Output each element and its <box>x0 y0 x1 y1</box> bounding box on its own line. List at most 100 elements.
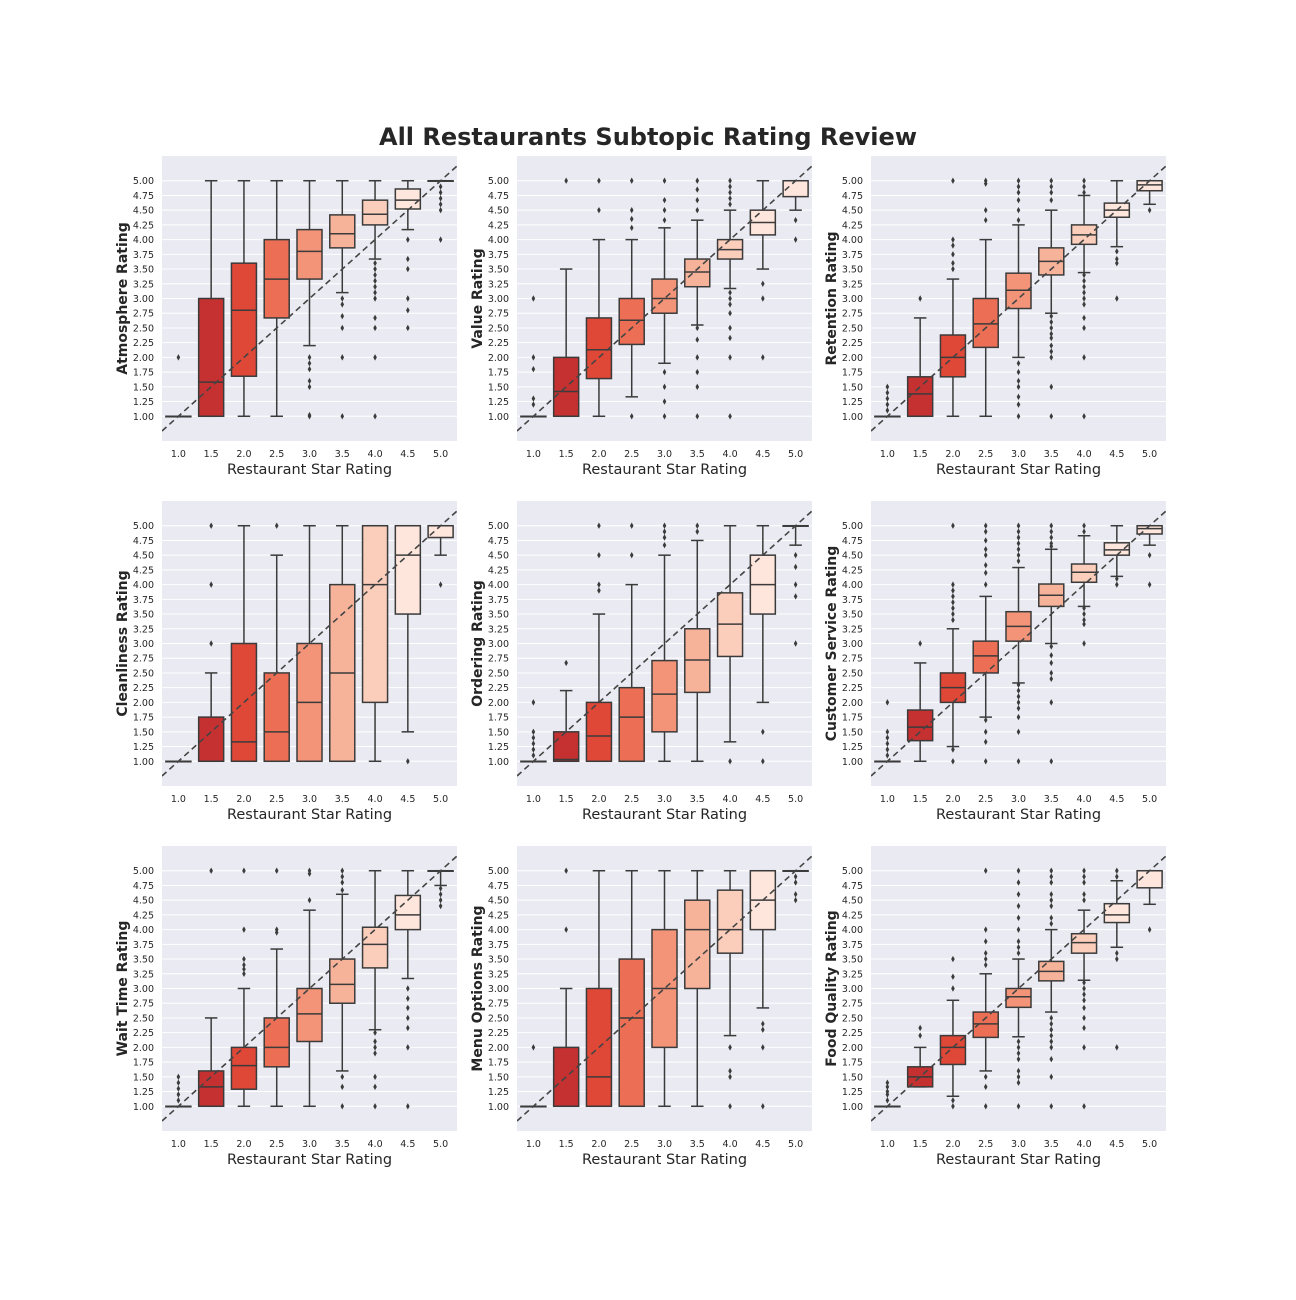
x-tick-label: 3.5 <box>690 794 705 805</box>
box-3.0 <box>296 867 323 1108</box>
y-tick-label: 1.50 <box>133 382 154 393</box>
box-4.0 <box>716 524 744 765</box>
outlier-point <box>1082 177 1086 184</box>
outlier-point <box>406 255 410 263</box>
y-tick-label: 1.50 <box>842 382 863 393</box>
iqr-box <box>361 199 389 226</box>
iqr-box <box>230 1046 258 1090</box>
y-tick-label: 4.00 <box>488 235 509 246</box>
x-tick-label: 3.5 <box>690 449 705 460</box>
outlier-point <box>242 955 246 963</box>
y-tick-label: 4.75 <box>133 881 154 892</box>
box-2.5 <box>263 522 290 763</box>
outlier-point <box>1082 528 1086 535</box>
iqr-box <box>329 958 356 1004</box>
outlier-point <box>1016 681 1021 688</box>
outlier-point <box>695 413 700 420</box>
outlier-point <box>1016 879 1021 886</box>
x-tick-label: 3.0 <box>302 1139 317 1150</box>
iqr-box <box>1070 563 1098 584</box>
outlier-point <box>1082 283 1086 290</box>
outlier-point <box>176 354 181 361</box>
y-tick-label: 3.25 <box>133 969 154 980</box>
outlier-point <box>406 995 410 1002</box>
outlier-point <box>1016 938 1021 945</box>
y-tick-label: 4.25 <box>133 910 154 921</box>
outlier-point <box>373 1103 377 1110</box>
outlier-point <box>1016 891 1021 898</box>
outlier-point <box>1049 1055 1054 1063</box>
outlier-point <box>438 902 443 910</box>
outlier-point <box>951 746 955 753</box>
y-tick-label: 2.75 <box>133 999 154 1010</box>
outlier-point <box>564 177 568 184</box>
outlier-point <box>793 216 798 224</box>
outlier-point <box>438 896 443 904</box>
y-axis-label: Value Rating <box>470 248 486 348</box>
subplot-1: 1.00 1.25 1.50 1.75 2.00 2.25 2.50 2.75 3.00 3.25… <box>115 156 457 478</box>
x-axis-label: Restaurant Star Rating <box>227 1152 392 1168</box>
iqr-box <box>361 524 389 704</box>
y-tick-label: 3.50 <box>133 610 154 621</box>
outlier-point <box>1082 413 1086 420</box>
outlier-point <box>1082 979 1086 986</box>
x-tick-label: 4.5 <box>755 794 770 805</box>
outlier-point <box>438 206 443 214</box>
outlier-point <box>1115 1044 1119 1051</box>
outlier-point <box>531 740 536 747</box>
outlier-point <box>176 1085 181 1092</box>
outlier-point <box>983 926 988 933</box>
outlier-point <box>1049 896 1054 904</box>
outlier-point <box>1082 522 1086 529</box>
box-2.5 <box>618 522 645 763</box>
outlier-point <box>1082 1004 1086 1012</box>
y-tick-label: 3.00 <box>842 294 863 305</box>
box-3.5 <box>1038 177 1065 420</box>
outlier-point <box>438 885 443 892</box>
y-tick-label: 1.75 <box>133 713 154 724</box>
box-3.5 <box>329 867 356 1110</box>
x-tick-label: 4.0 <box>368 1139 383 1150</box>
reference-line <box>517 510 812 777</box>
box-4.0 <box>361 524 389 763</box>
outlier-point <box>1049 383 1054 391</box>
y-tick-label: 5.00 <box>488 176 509 187</box>
y-axis-label: Ordering Rating <box>470 580 486 707</box>
x-tick-label: 4.0 <box>723 449 738 460</box>
x-axis-label: Restaurant Star Rating <box>227 462 392 478</box>
x-tick-label: 4.5 <box>400 449 415 460</box>
x-tick-label: 1.0 <box>880 449 895 460</box>
x-tick-label: 2.0 <box>236 1139 251 1150</box>
outlier-point <box>1016 713 1021 721</box>
outlier-point <box>885 389 890 396</box>
outlier-point <box>761 758 765 765</box>
outlier-point <box>1049 318 1054 326</box>
y-tick-label: 3.00 <box>133 294 154 305</box>
y-tick-label: 3.00 <box>133 639 154 650</box>
outlier-point <box>1115 949 1119 957</box>
x-tick-label: 4.5 <box>1109 1139 1124 1150</box>
outlier-point <box>1049 652 1054 659</box>
y-tick-label: 1.00 <box>488 412 509 423</box>
y-tick-label: 3.75 <box>488 250 509 261</box>
x-tick-label: 4.0 <box>1077 1139 1092 1150</box>
x-tick-label: 1.5 <box>913 794 928 805</box>
outlier-point <box>406 236 410 243</box>
outlier-point <box>885 1079 890 1086</box>
outlier-point <box>695 336 700 343</box>
outlier-point <box>1049 312 1054 320</box>
outlier-point <box>1016 1103 1021 1110</box>
outlier-point <box>629 522 634 529</box>
iqr-box <box>361 926 389 969</box>
outlier-point <box>761 728 765 736</box>
outlier-point <box>983 528 988 535</box>
y-tick-label: 5.00 <box>133 521 154 532</box>
iqr-box <box>263 672 290 763</box>
subplot-6: 1.00 1.25 1.50 1.75 2.00 2.25 2.50 2.75 3.00 3.25… <box>824 501 1166 823</box>
iqr-box <box>651 659 678 733</box>
outlier-point <box>340 413 345 420</box>
outlier-point <box>1049 675 1054 683</box>
outlier-point <box>1049 758 1054 765</box>
outlier-point <box>629 413 634 420</box>
